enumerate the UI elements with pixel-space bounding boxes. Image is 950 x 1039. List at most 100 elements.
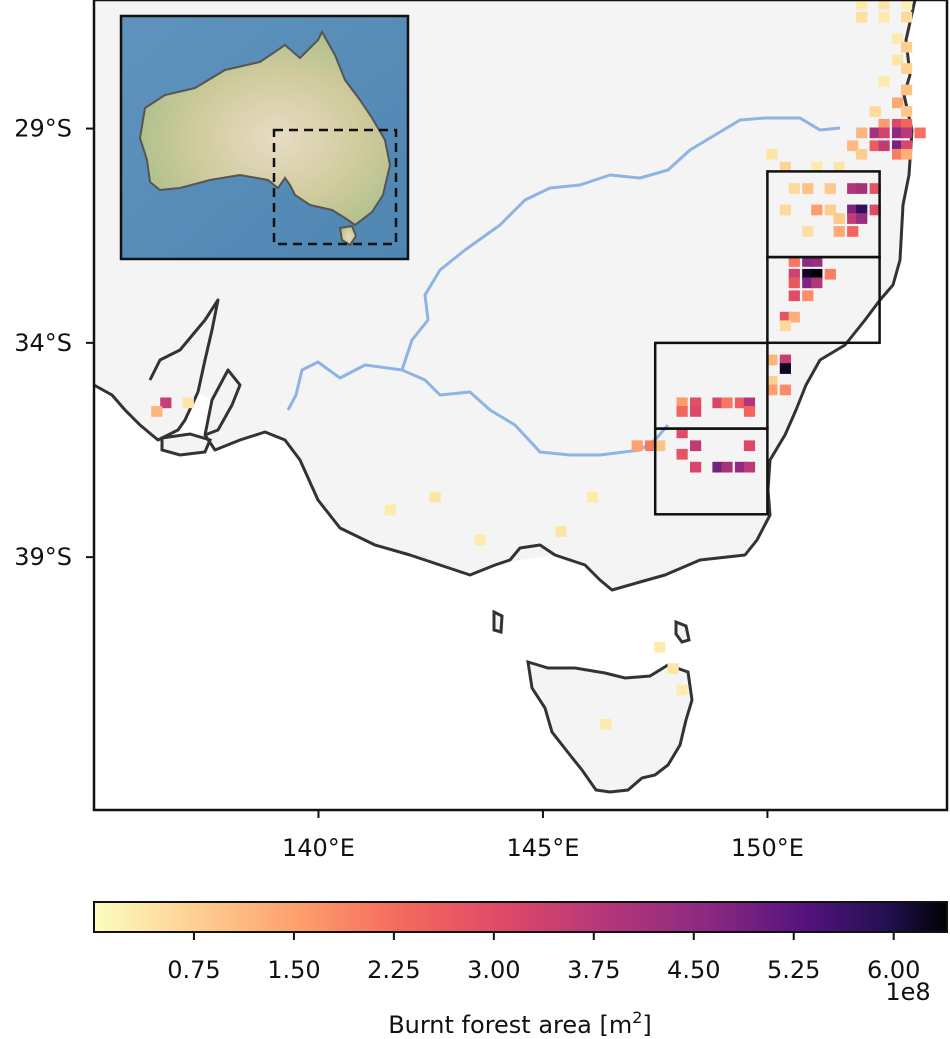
king-island (492, 609, 504, 634)
mainland-coastline (203, 0, 917, 592)
heatmap-cell (676, 684, 688, 696)
study-region-box (766, 255, 881, 345)
lon-tick-label: 150°E (731, 834, 804, 862)
lat-tick-label: 34°S (14, 329, 72, 357)
heatmap-cell (811, 268, 823, 280)
heatmap-cell (811, 277, 823, 289)
heatmap-cell (892, 97, 904, 109)
heatmap-cell (869, 106, 881, 117)
colorbar-tick-label: 5.25 (767, 956, 820, 984)
heatmap-cell (779, 320, 791, 332)
colorbar-ticks: 0.75 1.50 2.25 3.00 3.75 4.50 5.25 6.00 (167, 932, 920, 984)
heatmap-cell (779, 161, 791, 173)
heatmap-cell (901, 63, 913, 74)
colorbar-title: Burnt forest area [m2] (388, 1008, 652, 1039)
heatmap-cell (878, 11, 890, 23)
heatmap-cell (901, 41, 913, 53)
colorbar-exponent: 1e8 (885, 978, 930, 1006)
heatmap-cell (878, 140, 890, 152)
heatmap-cell (384, 504, 396, 516)
colorbar-tick-label: 4.50 (667, 956, 720, 984)
colorbar: 0.75 1.50 2.25 3.00 3.75 4.50 5.25 6.00 1e8 Bur… (93, 901, 948, 1039)
study-region-box (653, 427, 769, 516)
heatmap-cell (892, 118, 904, 130)
heatmap-cell (766, 148, 778, 160)
heatmap-cell (856, 0, 868, 10)
heatmap-cell (856, 11, 868, 23)
kangaroo-island (160, 432, 213, 457)
heatmap-cell (901, 0, 913, 10)
flinders-island (674, 619, 691, 644)
spencer-gulf-coast (94, 298, 220, 442)
heatmap-cell (779, 384, 791, 396)
heatmap-cell (788, 256, 800, 267)
lat-tick-label: 39°S (14, 543, 72, 571)
inset-map (119, 14, 410, 261)
heatmap-cell (654, 440, 666, 452)
heatmap-cell (869, 127, 881, 139)
map-frame (92, 0, 949, 812)
heatmap-cell (901, 127, 913, 139)
darling-river (400, 116, 841, 371)
lat-tick-label: 29°S (14, 115, 72, 143)
heatmap-cell (892, 140, 904, 152)
longitude-axis: 140°E 145°E 150°E (282, 810, 804, 862)
colorbar-tick-label: 3.00 (467, 956, 520, 984)
heatmap-cell (600, 718, 612, 730)
heatmap-cell (811, 204, 823, 216)
heatmap-cell (631, 440, 643, 452)
heatmap-cell (743, 406, 756, 417)
inset-tasmania (338, 224, 358, 247)
latitude-axis: 29°S 34°S 39°S (14, 115, 94, 571)
murray-river (286, 360, 670, 457)
heatmap-cell (645, 440, 657, 452)
heatmap-cell (869, 204, 881, 216)
heatmap-cell (667, 663, 679, 674)
heatmap-cell (878, 127, 890, 139)
inset-study-extent-box (272, 128, 398, 246)
heatmap-cell (474, 534, 486, 546)
heatmap-cell (779, 311, 791, 323)
heatmap-cell (690, 397, 702, 409)
heatmap-cell (901, 11, 913, 23)
heatmap-cell (892, 127, 904, 139)
lon-tick-label: 145°E (506, 834, 579, 862)
colorbar-tick-label: 1.50 (267, 956, 320, 984)
heatmap-cell (833, 226, 845, 237)
heatmap-cell (788, 277, 800, 289)
study-region-boxes (653, 170, 881, 516)
heatmap-cell (690, 406, 702, 417)
heatmap-cell (802, 268, 814, 280)
heatmap-cell (802, 183, 814, 194)
heatmap-cell (766, 384, 778, 396)
heatmap-cell (869, 140, 881, 152)
heatmap-cell (901, 106, 913, 117)
heatmap-cell (151, 406, 163, 417)
heatmap-cell (856, 213, 868, 224)
heatmap-cell (182, 397, 194, 409)
heatmap-cell (712, 397, 724, 409)
heatmap-cell (856, 183, 868, 194)
heatmap-cell (788, 290, 800, 302)
heatmap-cell (766, 376, 778, 387)
heatmap-cell (734, 461, 747, 473)
heatmap-cell (869, 183, 881, 194)
heatmap-cell (788, 268, 800, 280)
heatmap-cell (766, 354, 778, 366)
colorbar-tick-label: 6.00 (867, 956, 920, 984)
heatmap-cell (901, 84, 913, 96)
heatmap-cell (712, 461, 724, 473)
heatmap-cell (856, 204, 868, 216)
heatmap-cell (676, 427, 688, 439)
lon-tick-label: 140°E (282, 834, 355, 862)
heatmap-cell (690, 440, 702, 452)
heatmap-cell (811, 256, 823, 267)
heatmap-cell (847, 183, 859, 194)
colorbar-tick-label: 2.25 (367, 956, 420, 984)
heatmap-cell (856, 148, 868, 160)
heatmap-cell (779, 363, 791, 374)
heatmap-cell (878, 118, 890, 130)
heatmap-cell (802, 226, 814, 237)
heatmap-cell (901, 118, 913, 130)
heatmap-cell (555, 526, 567, 537)
